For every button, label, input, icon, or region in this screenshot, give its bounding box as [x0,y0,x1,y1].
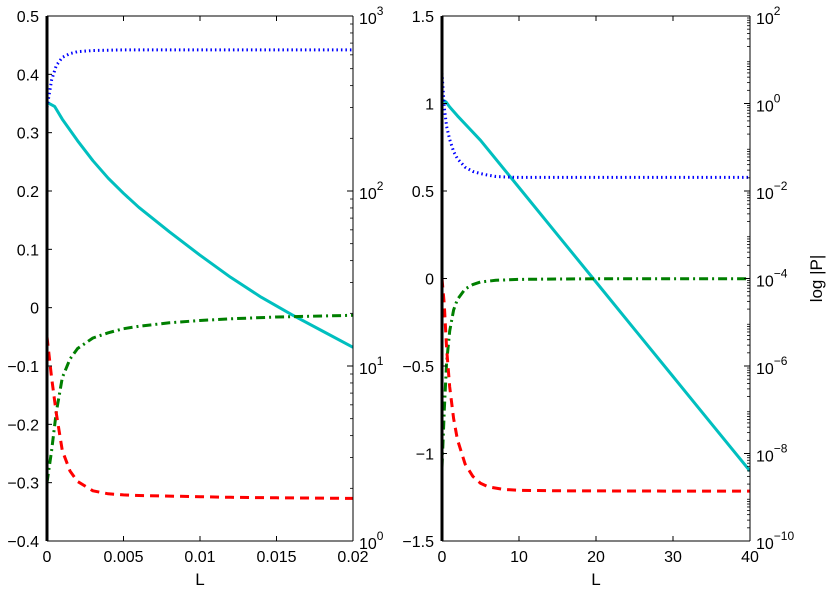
y-tick-label: 0.5 [17,9,39,26]
x-tick-label: 0.005 [103,549,143,566]
x-tick-label: 0 [43,549,52,566]
y2-tick-label: 102 [359,179,384,203]
y-tick-label: 0.2 [17,184,39,201]
series-group [442,72,750,493]
x-tick-label: 10 [510,549,528,566]
x-tick-label: 0.015 [256,549,296,566]
y2-tick-label: 103 [359,4,384,28]
series-line-solid [442,98,750,472]
x-tick-label: 0.02 [337,549,368,566]
series-line-dashed [442,278,750,493]
x-axis-label: L [195,570,204,589]
x-axis-label: L [591,570,600,589]
y2-tick-label: 102 [756,4,781,28]
y-tick-label: 0.5 [412,184,434,201]
series-line-dashdot [47,313,353,483]
right-panel: 0 10 20 30 40 L −1.5 −1 −0.5 0 0.5 1 1.5 10−10 10−8 10−… [402,4,826,589]
x-tick-label: 30 [664,549,682,566]
y2-tick-label: 100 [756,92,781,116]
y-tick-label: 0.1 [17,242,39,259]
y-tick-label: 1 [425,97,434,114]
x-tick-label: 0.01 [184,549,215,566]
y-tick-label: 0 [30,301,39,318]
y-tick-label: −1 [416,447,434,464]
series-line-dashed [47,336,353,500]
y2-tick-label: 10−8 [756,442,788,466]
y2-tick-label: 10−4 [756,267,788,291]
series-line-solid [47,100,353,349]
x-tick-label: 0 [438,549,447,566]
x-tick-label: 40 [741,549,759,566]
y-tick-label: −0.3 [7,476,39,493]
y2-tick-label: 101 [359,354,384,378]
x-tick-label: 20 [587,549,605,566]
y-tick-label: −0.1 [7,359,39,376]
y-tick-label: −0.2 [7,417,39,434]
left-panel: 0 0.005 0.01 0.015 0.02 L −0.4 −0.3 −0.2 −0.1 0 0.1… [7,4,383,589]
y-tick-label: 1.5 [412,9,434,26]
series-line-dotted [47,48,353,108]
y2-tick-label: 10−10 [756,529,794,553]
y-tick-label: −0.5 [402,359,434,376]
y2-tick-label: 10−2 [756,179,788,203]
series-group [47,48,353,500]
y-tick-label: −1.5 [402,534,434,551]
y2-axis-label: log |P| [807,255,826,303]
y-tick-label: 0 [425,272,434,289]
series-line-dotted [442,72,750,179]
y-tick-label: 0.4 [17,67,39,84]
y-tick-label: 0.3 [17,126,39,143]
series-line-dashdot [442,277,750,468]
y2-tick-label: 100 [359,529,384,553]
y2-tick-label: 10−6 [756,354,788,378]
y-tick-label: −0.4 [7,534,39,551]
